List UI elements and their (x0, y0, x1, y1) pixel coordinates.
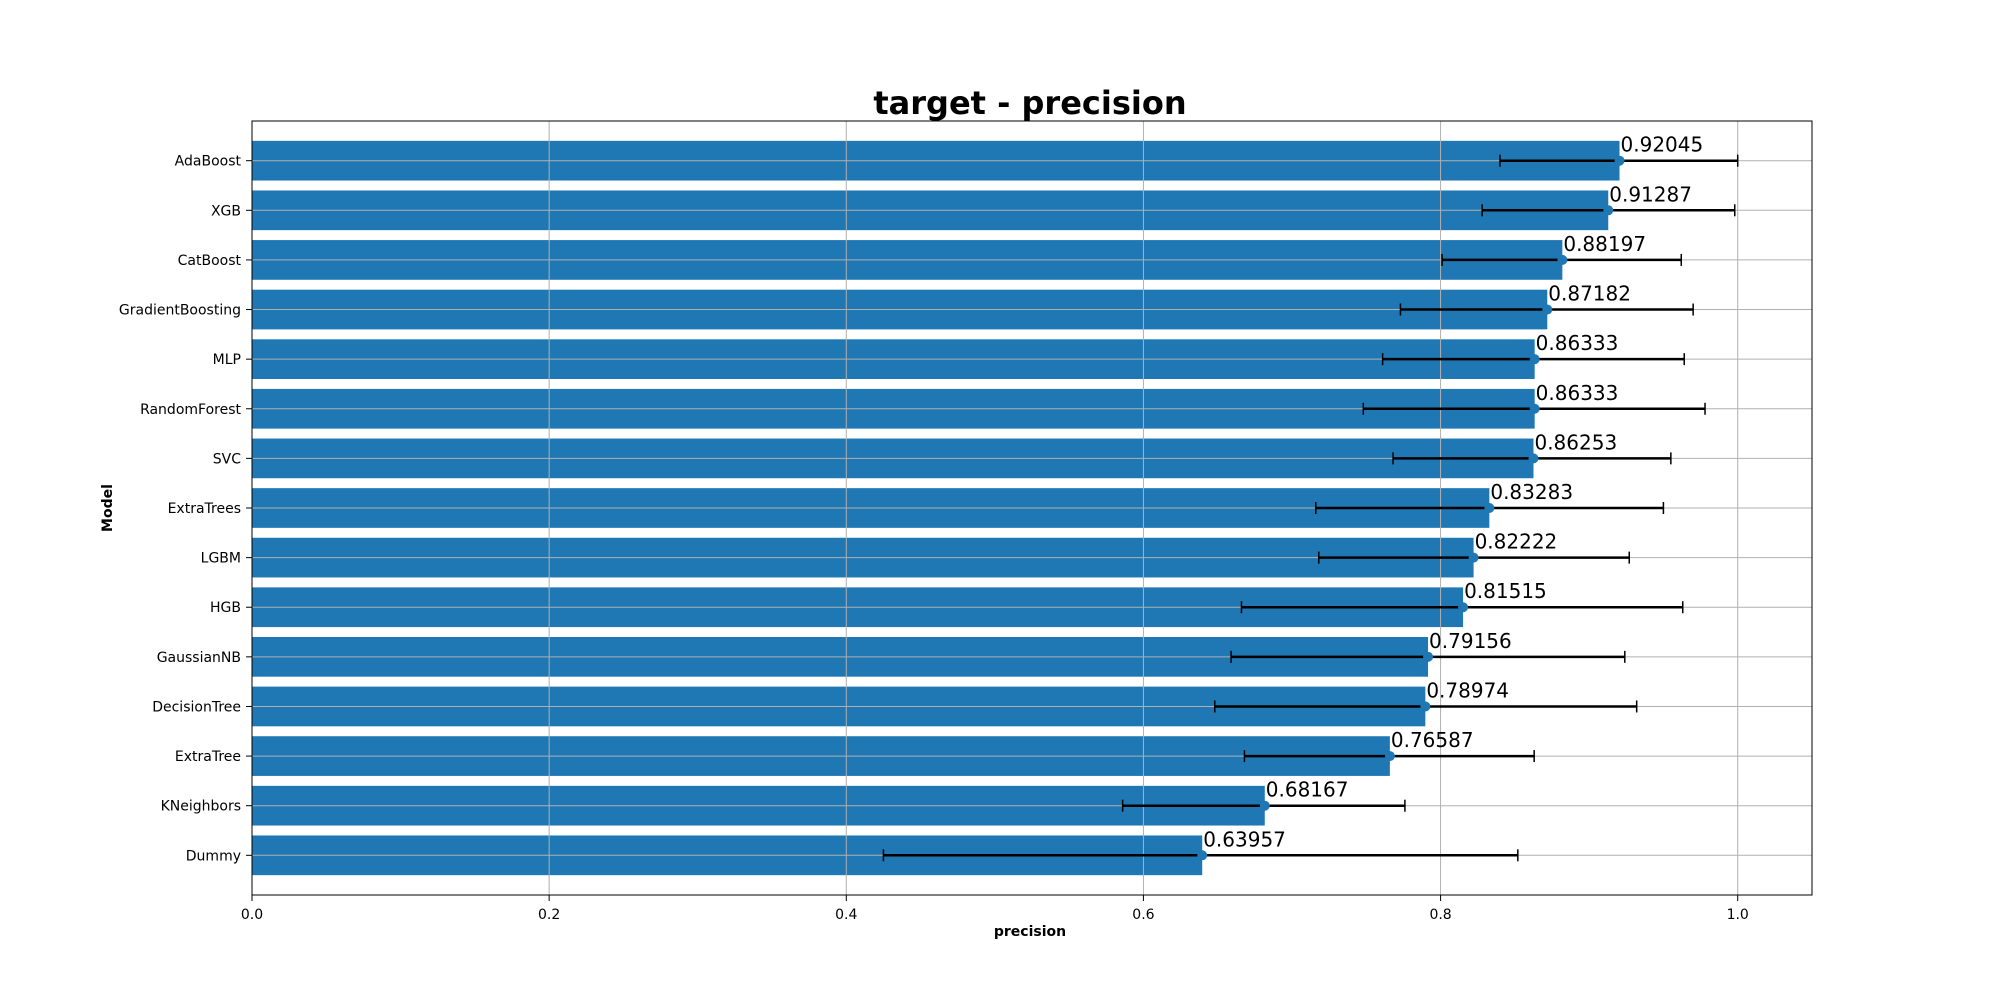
x-tick-label: 0.0 (241, 907, 263, 923)
y-tick-label: MLP (213, 352, 241, 368)
chart-title: target - precision (873, 84, 1186, 122)
value-marker (1197, 850, 1208, 861)
y-tick-label: GaussianNB (157, 650, 241, 666)
value-marker (1603, 205, 1614, 216)
value-marker (1458, 602, 1469, 613)
y-tick-label: RandomForest (140, 402, 241, 418)
value-marker (1529, 354, 1540, 365)
x-axis-title: precision (994, 924, 1066, 940)
data-label: 0.86333 (1536, 381, 1619, 405)
error-bars (882, 154, 1739, 862)
y-axis-title: Model (100, 484, 116, 532)
y-tick-label: XGB (211, 203, 241, 219)
y-tick-label: SVC (213, 451, 241, 467)
y-tick-label: ExtraTrees (168, 501, 241, 517)
data-label: 0.82222 (1475, 530, 1558, 554)
y-tick-label: CatBoost (178, 253, 242, 269)
value-marker (1529, 403, 1540, 414)
data-label: 0.63957 (1203, 827, 1286, 851)
data-label: 0.76587 (1391, 728, 1474, 752)
data-label: 0.79156 (1429, 629, 1512, 653)
data-label: 0.86333 (1536, 331, 1619, 355)
data-label: 0.81515 (1464, 579, 1547, 603)
x-tick-label: 0.8 (1429, 907, 1451, 923)
data-label: 0.68167 (1266, 778, 1349, 802)
y-tick-label: DecisionTree (152, 699, 241, 715)
value-marker (1423, 651, 1434, 662)
data-label: 0.87182 (1548, 282, 1631, 306)
x-tick-label: 1.0 (1727, 907, 1749, 923)
value-marker (1259, 800, 1270, 811)
data-label: 0.92045 (1621, 133, 1704, 157)
data-labels: 0.92045 0.91287 0.88197 0.87182 0.86333 0.863… (1203, 133, 1703, 852)
value-marker (1614, 155, 1625, 166)
y-tick-label: HGB (210, 600, 241, 616)
x-tick-label: 0.2 (538, 907, 560, 923)
y-tick-label: KNeighbors (161, 799, 241, 815)
value-marker (1384, 751, 1395, 762)
value-marker (1484, 503, 1495, 513)
data-label: 0.78974 (1426, 678, 1509, 702)
data-label: 0.91287 (1609, 182, 1692, 206)
y-axis-ticks: AdaBoost XGB CatBoost GradientBoosting MLP Ra… (119, 154, 252, 864)
data-label: 0.88197 (1563, 232, 1646, 256)
y-tick-label: GradientBoosting (119, 303, 241, 319)
x-axis-ticks: 0.0 0.2 0.4 0.6 0.8 1.0 (241, 895, 1749, 923)
data-label: 0.86253 (1534, 430, 1617, 454)
x-tick-label: 0.6 (1132, 907, 1154, 923)
value-marker (1468, 552, 1479, 563)
value-marker (1528, 453, 1539, 464)
value-marker (1542, 304, 1553, 315)
x-tick-label: 0.4 (835, 907, 857, 923)
value-marker (1420, 701, 1431, 712)
value-marker (1557, 254, 1568, 265)
y-tick-label: AdaBoost (175, 154, 242, 170)
y-tick-label: Dummy (186, 848, 241, 864)
data-label: 0.83283 (1490, 480, 1573, 504)
y-tick-label: ExtraTree (175, 749, 241, 765)
y-tick-label: LGBM (201, 551, 241, 567)
